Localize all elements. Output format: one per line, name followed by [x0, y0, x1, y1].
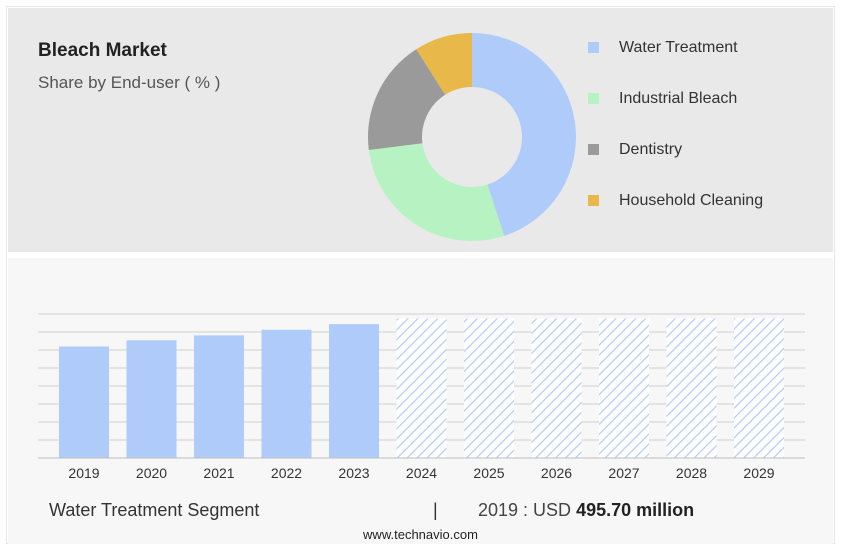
bar-2020 [126, 340, 177, 458]
legend-label: Water Treatment [619, 38, 738, 56]
donut-legend: Water Treatment Industrial Bleach Dentistr… [588, 22, 763, 226]
bar-2023 [329, 324, 379, 458]
donut-slice-dentistry [368, 49, 446, 151]
bar-2025 [464, 318, 514, 458]
bar-2019 [59, 346, 109, 458]
legend-item-water-treatment: Water Treatment [588, 22, 763, 73]
bar-2026 [531, 318, 582, 458]
website-link[interactable]: www.technavio.com [363, 527, 478, 542]
value-amount: 495.70 million [576, 500, 695, 520]
legend-label: Household Cleaning [619, 191, 764, 209]
donut-slice-water-treatment [472, 33, 576, 236]
x-tick-label-2020: 2020 [136, 465, 167, 481]
segment-value: 2019 : USD 495.70 million [478, 500, 694, 521]
bar-chart: 2019 2020 2021 2022 2023 2024 2025 2026 2027 2028… [38, 313, 805, 481]
legend-swatch [588, 42, 599, 53]
bar-2022 [261, 329, 312, 458]
bar-2024 [396, 318, 447, 458]
chart-title: Bleach Market [38, 40, 167, 61]
donut-slice-industrial-bleach [368, 143, 505, 241]
donut-chart [368, 33, 576, 241]
legend-label: Dentistry [619, 140, 683, 158]
bar-2021 [194, 335, 244, 458]
x-tick-label-2028: 2028 [676, 465, 707, 481]
x-tick-label-2023: 2023 [338, 465, 369, 481]
x-tick-label-2027: 2027 [608, 465, 639, 481]
bar-2029 [734, 318, 784, 458]
footer-separator: | [433, 500, 438, 520]
chart-subtitle: Share by End-user ( % ) [38, 73, 221, 92]
legend-swatch [588, 93, 599, 104]
x-tick-label-2021: 2021 [203, 465, 234, 481]
x-tick-label-2026: 2026 [541, 465, 572, 481]
legend-item-household-cleaning: Household Cleaning [588, 175, 763, 226]
value-prefix: 2019 : USD [478, 500, 572, 520]
legend-item-industrial-bleach: Industrial Bleach [588, 73, 763, 124]
x-tick-label-2024: 2024 [406, 465, 437, 481]
legend-item-dentistry: Dentistry [588, 124, 763, 175]
segment-label: Water Treatment Segment [49, 500, 260, 520]
x-tick-label-2025: 2025 [473, 465, 504, 481]
x-tick-label-2029: 2029 [743, 465, 774, 481]
bar-2027 [599, 318, 649, 458]
x-tick-label-2019: 2019 [68, 465, 99, 481]
legend-swatch [588, 144, 599, 155]
donut-slice-household-cleaning [416, 33, 472, 95]
x-tick-label-2022: 2022 [271, 465, 302, 481]
legend-label: Industrial Bleach [619, 89, 738, 107]
bar-2028 [666, 318, 717, 458]
legend-swatch [588, 195, 599, 206]
